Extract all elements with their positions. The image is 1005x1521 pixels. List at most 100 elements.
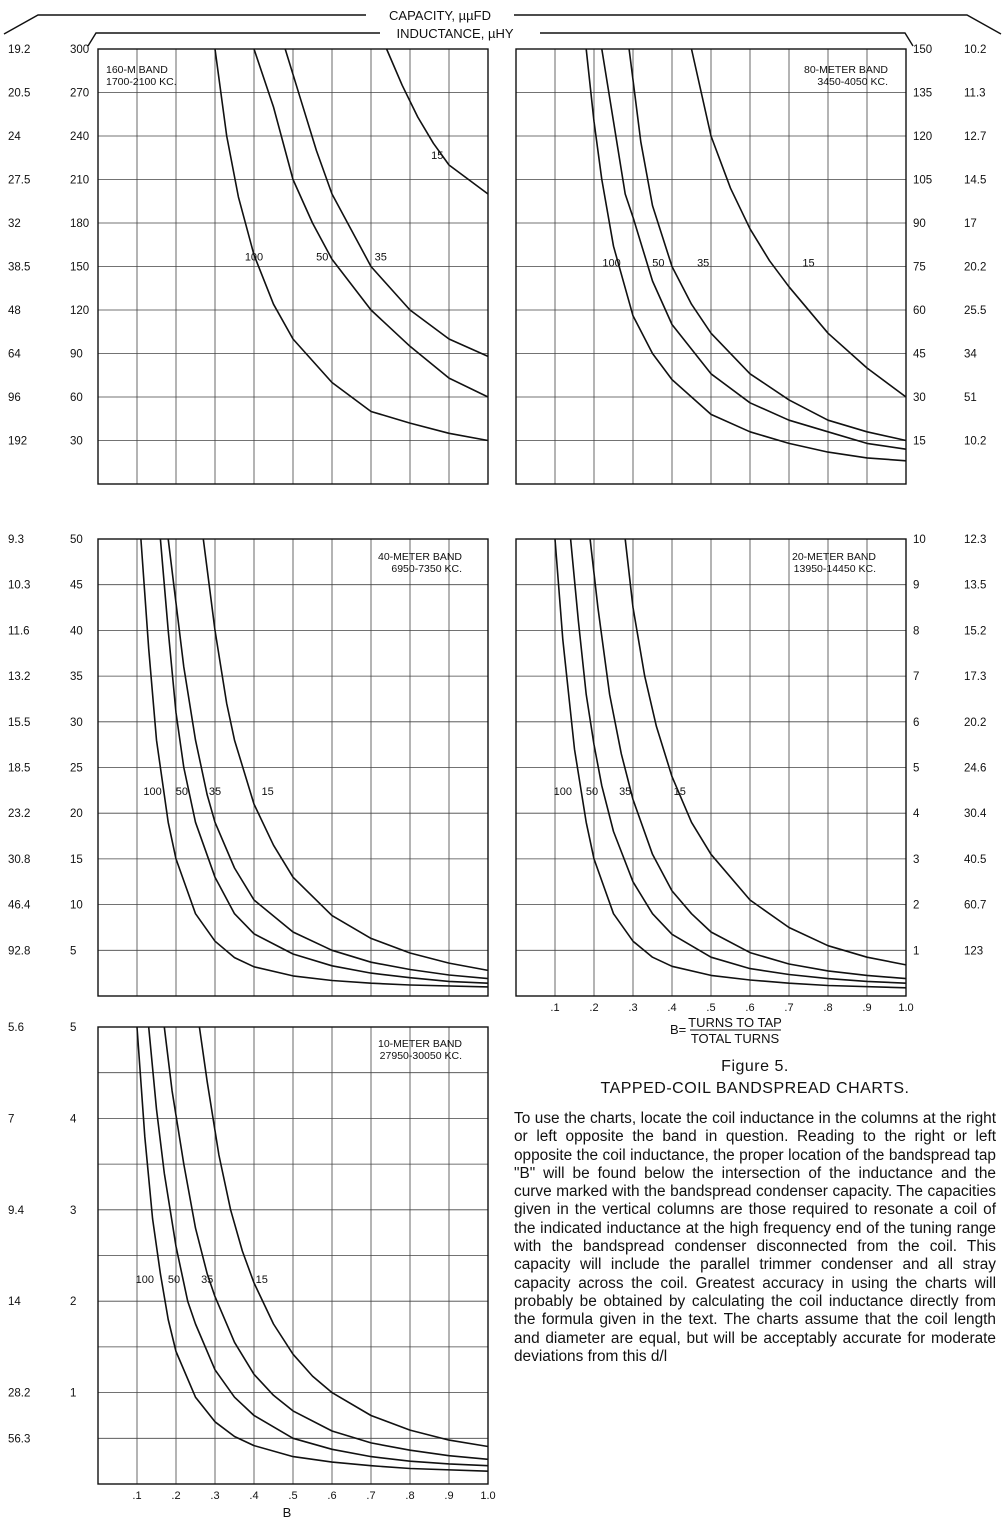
band-range-label: 1700-2100 KC. [106,76,177,88]
series-curve-100 [214,48,489,442]
inductance-tick-label: 2 [913,900,919,912]
x-tick-label: .5 [288,1490,297,1502]
band-range-label: 3450-4050 KC. [817,76,888,88]
band-label: 160-M BAND [106,64,168,76]
x-tick-label: .9 [862,1002,871,1014]
x-tick-label: .5 [706,1002,715,1014]
series-curve-35 [628,48,907,442]
series-curve-35 [163,1026,489,1461]
capacity-tick-label: 64 [8,349,21,361]
capacity-tick-label: 15.2 [964,625,986,637]
curve-label-50: 50 [316,252,328,264]
x-tick-label: .4 [667,1002,676,1014]
inductance-tick-label: 75 [913,262,926,274]
capacity-tick-label: 24.6 [964,763,986,775]
curve-label-100: 100 [602,258,620,270]
series-curve-35 [167,538,489,980]
curve-label-50: 50 [652,258,664,270]
x-tick-label: .2 [589,1002,598,1014]
inductance-tick-label: 60 [70,392,83,404]
inductance-tick-label: 210 [70,175,89,187]
curve-label-50: 50 [176,786,188,798]
series-curve-100 [140,538,489,988]
capacity-tick-label: 96 [8,392,21,404]
curve-label-35: 35 [375,252,387,264]
inductance-tick-label: 2 [70,1296,76,1308]
x-tick-label: .3 [628,1002,637,1014]
curve-label-15: 15 [262,786,274,798]
capacity-tick-label: 92.8 [8,945,30,957]
capacity-tick-label: 34 [964,349,977,361]
x-tick-label: .6 [327,1490,336,1502]
capacity-tick-label: 60.7 [964,900,986,912]
inductance-tick-label: 270 [70,88,89,100]
band-range-label: 27950-30050 KC. [380,1050,462,1062]
capacity-tick-label: 28.2 [8,1388,30,1400]
inductance-tick-label: 40 [70,625,83,637]
series-curve-50 [569,538,907,984]
capacity-tick-label: 18.5 [8,763,30,775]
capacity-tick-label: 9.3 [8,534,24,546]
capacity-tick-label: 14.5 [964,175,986,187]
inductance-tick-label: 5 [913,763,919,775]
capacity-tick-label: 10.3 [8,580,30,592]
x-tick-label: .9 [444,1490,453,1502]
x-tick-label: .1 [132,1490,141,1502]
capacity-tick-label: 5.6 [8,1022,24,1034]
inductance-tick-label: 150 [913,44,932,56]
inductance-tick-label: 1 [913,945,919,957]
inductance-tick-label: 20 [70,808,83,820]
capacity-tick-label: 19.2 [8,44,30,56]
capacity-tick-label: 13.2 [8,671,30,683]
inductance-tick-label: 15 [913,436,926,448]
capacity-header: CAPACITY, µµFD [389,8,491,23]
series-curve-100 [585,48,907,462]
inductance-tick-label: 30 [70,717,83,729]
capacity-tick-label: 20.2 [964,717,986,729]
capacity-tick-label: 17.3 [964,671,986,683]
series-curve-15 [624,538,907,966]
band-range-label: 13950-14450 KC. [794,563,876,575]
capacity-tick-label: 12.3 [964,534,986,546]
capacity-tick-label: 23.2 [8,808,30,820]
capacity-tick-label: 192 [8,436,27,448]
chart-40m: 5 92.8 10 46.4 15 30.8 20 23.2 25 18.5 30 15.5 35 13.… [8,534,489,997]
capacity-tick-label: 10.2 [964,436,986,448]
inductance-tick-label: 9 [913,580,919,592]
figure-title: TAPPED-COIL BANDSPREAD CHARTS. [600,1080,910,1097]
capacity-tick-label: 123 [964,945,983,957]
series-curve-35 [284,48,489,358]
capacity-tick-label: 51 [964,392,977,404]
x-tick-label: .6 [745,1002,754,1014]
series-curve-50 [601,48,907,450]
x-tick-label: .3 [210,1490,219,1502]
inductance-tick-label: 45 [913,349,926,361]
plot-frame [515,538,907,997]
inductance-tick-label: 30 [70,436,83,448]
inductance-tick-label: 180 [70,218,89,230]
capacity-tick-label: 15.5 [8,717,30,729]
x-tick-label: .4 [249,1490,258,1502]
capacity-tick-label: 20.2 [964,262,986,274]
capacity-tick-label: 46.4 [8,900,31,912]
capacity-tick-label: 13.5 [964,580,986,592]
inductance-tick-label: 5 [70,945,76,957]
inductance-tick-label: 105 [913,175,932,187]
inductance-tick-label: 300 [70,44,89,56]
capacity-tick-label: 30.4 [964,808,987,820]
inductance-tick-label: 15 [70,854,83,866]
plot-frame [97,1026,489,1485]
inductance-tick-label: 135 [913,88,932,100]
inductance-bracket-right [540,32,914,47]
series-curve-15 [690,48,907,398]
chart-header: CAPACITY, µµFD INDUCTANCE, µHY [3,8,1002,47]
series-curve-100 [554,538,907,989]
inductance-tick-label: 50 [70,534,83,546]
inductance-tick-label: 6 [913,717,919,729]
capacity-tick-label: 27.5 [8,175,30,187]
inductance-tick-label: 150 [70,262,89,274]
x-tick-label: .2 [171,1490,180,1502]
inductance-tick-label: 4 [913,808,920,820]
curve-label-15: 15 [674,786,686,798]
